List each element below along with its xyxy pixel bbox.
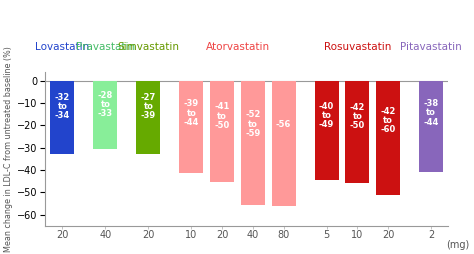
Text: -56: -56 bbox=[276, 120, 292, 129]
Text: Pitavastatin: Pitavastatin bbox=[400, 42, 462, 52]
Text: -38
to
-44: -38 to -44 bbox=[423, 99, 439, 126]
Text: -40
to
-49: -40 to -49 bbox=[319, 102, 334, 129]
Bar bbox=[137, 81, 160, 154]
Bar bbox=[346, 81, 369, 183]
Bar bbox=[210, 81, 234, 182]
Text: -28
to
-33: -28 to -33 bbox=[98, 91, 113, 118]
Bar bbox=[93, 81, 118, 149]
Text: (mg): (mg) bbox=[447, 240, 470, 250]
Text: -27
to
-39: -27 to -39 bbox=[141, 93, 156, 120]
Text: -41
to
-50: -41 to -50 bbox=[214, 102, 230, 130]
Bar bbox=[315, 81, 338, 180]
Bar bbox=[50, 81, 74, 154]
Text: -32
to
-34: -32 to -34 bbox=[55, 93, 70, 120]
Bar bbox=[180, 81, 203, 173]
Bar bbox=[272, 81, 296, 206]
Bar bbox=[419, 81, 443, 172]
Text: -42
to
-60: -42 to -60 bbox=[380, 107, 396, 134]
Text: Rosuvastatin: Rosuvastatin bbox=[324, 42, 391, 52]
Text: Atorvastatin: Atorvastatin bbox=[205, 42, 270, 52]
Text: -39
to
-44: -39 to -44 bbox=[184, 99, 199, 127]
Text: Pravastatin: Pravastatin bbox=[76, 42, 135, 52]
Text: -52
to
-59: -52 to -59 bbox=[245, 110, 261, 138]
Text: Lovastatin: Lovastatin bbox=[35, 42, 90, 52]
Bar bbox=[241, 81, 265, 205]
Bar bbox=[376, 81, 400, 195]
Text: -42
to
-50: -42 to -50 bbox=[350, 103, 365, 131]
Text: Simvastatin: Simvastatin bbox=[118, 42, 179, 52]
Y-axis label: Mean change in LDL-C from untreated baseline (%): Mean change in LDL-C from untreated base… bbox=[4, 46, 13, 252]
